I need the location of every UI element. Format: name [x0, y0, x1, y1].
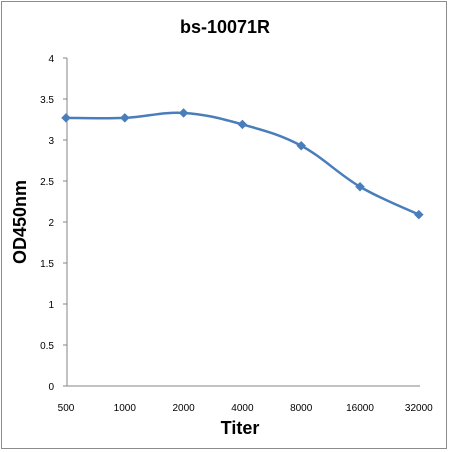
- y-tick-label: 4: [48, 54, 54, 65]
- data-point-marker: [237, 119, 248, 130]
- x-tick-label: 8000: [290, 403, 313, 414]
- y-tick-label: 0: [48, 382, 54, 393]
- x-tick-label: 16000: [346, 403, 374, 414]
- data-point-marker: [296, 140, 307, 151]
- data-point-marker: [119, 113, 130, 123]
- x-tick-label: 32000: [405, 403, 433, 414]
- y-axis-title: OD450nm: [10, 180, 30, 264]
- x-tick-label: 2000: [172, 403, 195, 414]
- data-point-marker: [178, 108, 189, 118]
- x-axis-title: Titer: [221, 418, 260, 438]
- x-tick-label: 1000: [114, 403, 137, 414]
- y-tick-label: 0.5: [40, 341, 54, 352]
- y-tick-label: 2.5: [40, 177, 54, 188]
- x-tick-label: 500: [58, 403, 75, 414]
- y-tick-label: 1: [48, 300, 54, 311]
- x-tick-label: 4000: [231, 403, 254, 414]
- data-point-marker: [413, 209, 424, 220]
- y-tick-label: 3.5: [40, 95, 54, 106]
- y-tick-label: 1.5: [40, 259, 54, 270]
- data-point-marker: [61, 113, 71, 123]
- y-tick-label: 3: [48, 136, 54, 147]
- chart-title: bs-10071R: [180, 17, 270, 37]
- y-tick-label: 2: [48, 218, 54, 229]
- data-point-marker: [355, 181, 365, 192]
